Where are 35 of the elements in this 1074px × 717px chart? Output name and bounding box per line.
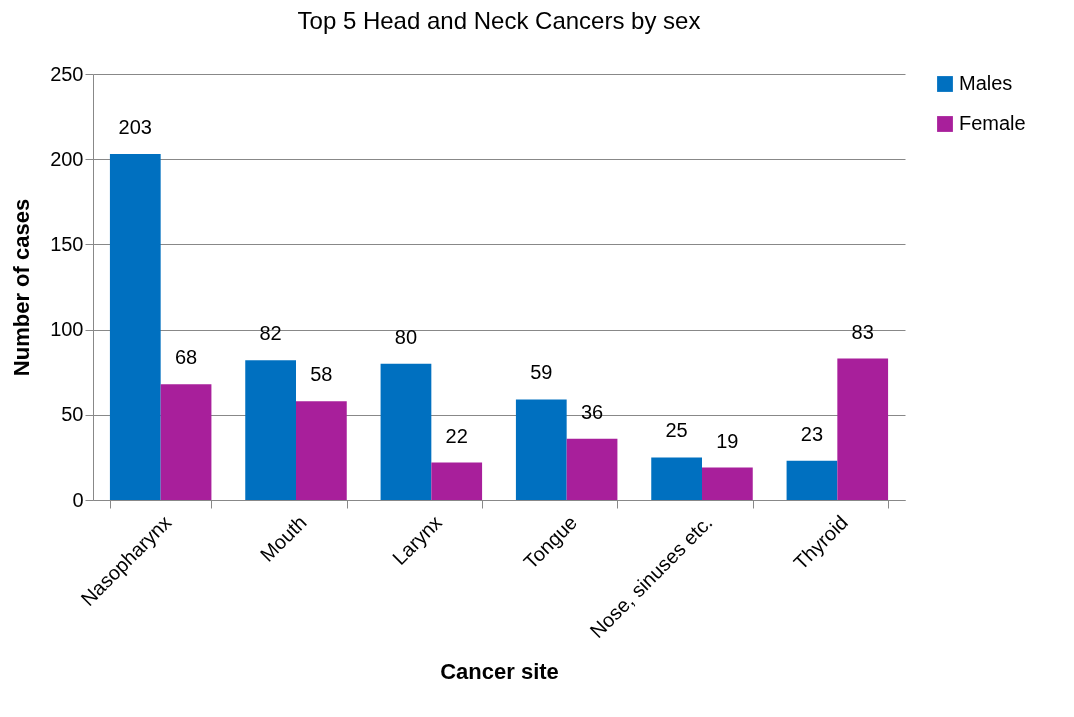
y-tick-label: 150: [50, 232, 84, 255]
legend-label: Female: [959, 112, 1026, 134]
bar: [431, 462, 483, 500]
y-tick-label: 50: [61, 403, 84, 426]
data-label: 203: [118, 116, 152, 139]
bar: [109, 154, 161, 500]
data-label: 36: [580, 400, 604, 423]
data-label: 25: [665, 419, 688, 442]
data-label: 83: [851, 320, 874, 343]
y-axis-title: Number of cases: [9, 198, 35, 377]
bar: [160, 384, 212, 500]
x-axis-title: Cancer site: [440, 659, 559, 685]
y-tick-label: 200: [50, 147, 84, 170]
data-label: 22: [445, 424, 468, 447]
data-label: 23: [800, 422, 824, 445]
bar: [380, 363, 432, 500]
legend-label: Males: [959, 72, 1013, 94]
data-label: 58: [310, 363, 333, 386]
y-tick-label: 250: [50, 62, 84, 85]
bar: [786, 460, 838, 500]
data-label: 68: [174, 346, 198, 369]
data-label: 59: [530, 361, 553, 384]
y-tick-label: 100: [50, 318, 84, 341]
y-tick-label: 0: [72, 488, 84, 511]
bar: [245, 360, 296, 500]
bar: [566, 438, 618, 500]
bar: [296, 401, 347, 500]
chart-title: Top 5 Head and Neck Cancers by sex: [297, 7, 701, 34]
bar: [837, 358, 889, 500]
data-label: 82: [259, 322, 282, 345]
bar: [515, 399, 567, 500]
bar: [651, 457, 702, 500]
data-label: 80: [394, 325, 418, 348]
bar: [702, 467, 753, 500]
data-label: 19: [716, 429, 739, 452]
